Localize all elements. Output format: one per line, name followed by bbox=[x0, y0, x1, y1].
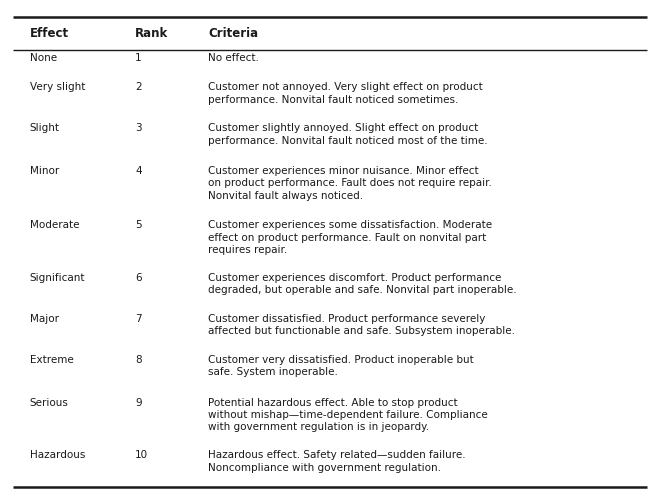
Text: Customer experiences some dissatisfaction. Moderate
effect on product performanc: Customer experiences some dissatisfactio… bbox=[208, 220, 492, 255]
Text: Customer slightly annoyed. Slight effect on product
performance. Nonvital fault : Customer slightly annoyed. Slight effect… bbox=[208, 123, 488, 146]
Text: Extreme: Extreme bbox=[30, 355, 73, 365]
Text: 6: 6 bbox=[135, 273, 142, 283]
Text: 5: 5 bbox=[135, 220, 142, 230]
Text: Potential hazardous effect. Able to stop product
without mishap—time-dependent f: Potential hazardous effect. Able to stop… bbox=[208, 398, 488, 433]
Text: Hazardous: Hazardous bbox=[30, 451, 85, 461]
Text: None: None bbox=[30, 53, 57, 63]
Text: Slight: Slight bbox=[30, 123, 59, 133]
Text: Minor: Minor bbox=[30, 166, 59, 176]
Text: 9: 9 bbox=[135, 398, 142, 408]
Text: 10: 10 bbox=[135, 451, 148, 461]
Text: Rank: Rank bbox=[135, 27, 168, 40]
Text: Moderate: Moderate bbox=[30, 220, 79, 230]
Text: Customer dissatisfied. Product performance severely
affected but functionable an: Customer dissatisfied. Product performan… bbox=[208, 314, 515, 336]
Text: Very slight: Very slight bbox=[30, 82, 85, 92]
Text: 1: 1 bbox=[135, 53, 142, 63]
Text: Hazardous effect. Safety related—sudden failure.
Noncompliance with government r: Hazardous effect. Safety related—sudden … bbox=[208, 451, 465, 473]
Text: Significant: Significant bbox=[30, 273, 85, 283]
Text: Major: Major bbox=[30, 314, 59, 324]
Text: No effect.: No effect. bbox=[208, 53, 259, 63]
Text: 8: 8 bbox=[135, 355, 142, 365]
Text: 4: 4 bbox=[135, 166, 142, 176]
Text: Customer not annoyed. Very slight effect on product
performance. Nonvital fault : Customer not annoyed. Very slight effect… bbox=[208, 82, 482, 104]
Text: Customer experiences discomfort. Product performance
degraded, but operable and : Customer experiences discomfort. Product… bbox=[208, 273, 517, 295]
Text: Criteria: Criteria bbox=[208, 27, 258, 40]
Text: Customer experiences minor nuisance. Minor effect
on product performance. Fault : Customer experiences minor nuisance. Min… bbox=[208, 166, 492, 201]
Text: 7: 7 bbox=[135, 314, 142, 324]
Text: 3: 3 bbox=[135, 123, 142, 133]
Text: Effect: Effect bbox=[30, 27, 69, 40]
Text: Customer very dissatisfied. Product inoperable but
safe. System inoperable.: Customer very dissatisfied. Product inop… bbox=[208, 355, 474, 377]
Text: Serious: Serious bbox=[30, 398, 69, 408]
Text: 2: 2 bbox=[135, 82, 142, 92]
